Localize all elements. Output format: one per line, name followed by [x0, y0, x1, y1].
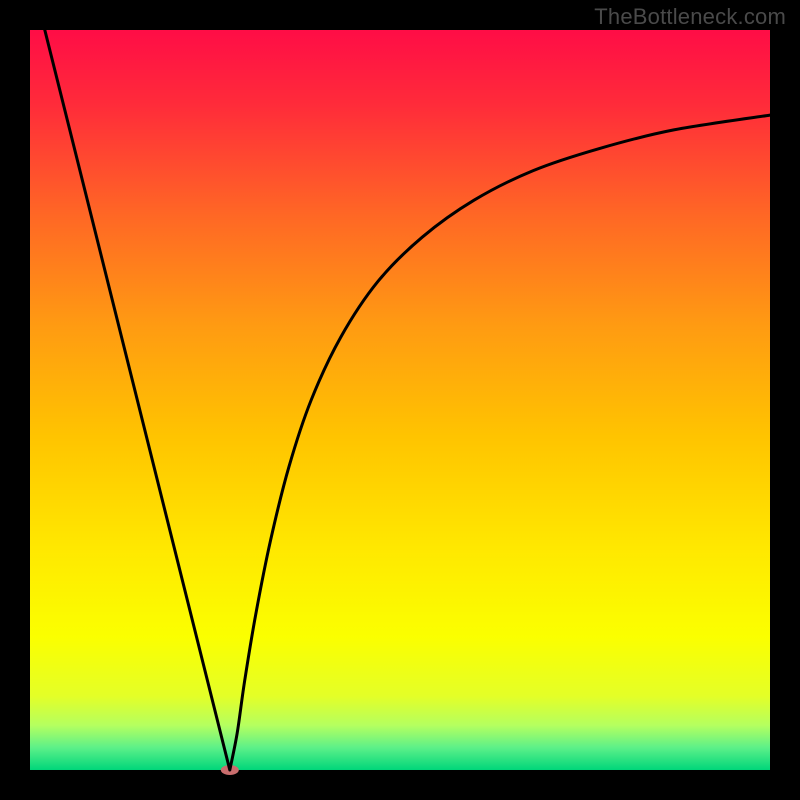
chart-container: TheBottleneck.com	[0, 0, 800, 800]
plot-area	[30, 30, 770, 770]
watermark-text: TheBottleneck.com	[594, 4, 786, 30]
bottleneck-chart	[0, 0, 800, 800]
